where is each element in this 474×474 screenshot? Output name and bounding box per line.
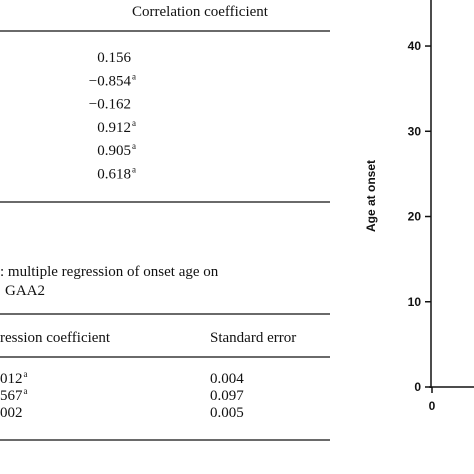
y-tick-label: 20 [408, 210, 422, 224]
cell: 0.097 [210, 388, 244, 404]
y-axis-label: Age at onset [364, 160, 378, 232]
y-tick-label: 10 [408, 295, 422, 309]
cell: 0.005 [210, 405, 244, 421]
caption: : multiple regression of onset age on [0, 264, 219, 280]
cell: 0.912 [97, 120, 131, 136]
cell: −0.854 [89, 73, 132, 89]
cell: 0.004 [210, 371, 244, 387]
column-header: ression coefficient [0, 330, 111, 346]
x-tick-label: 0 [429, 399, 436, 413]
cell: 002 [0, 405, 23, 421]
footnote-mark: a [24, 386, 28, 396]
y-tick-label: 0 [414, 380, 421, 394]
y-tick-label: 30 [408, 124, 422, 138]
cell: 0.618 [97, 167, 131, 183]
column-header: Correlation coefficient [132, 4, 269, 20]
cell: 0.905 [97, 143, 131, 159]
footnote-mark: a [132, 165, 136, 175]
column-header: Standard error [210, 330, 296, 346]
cell: 0.156 [97, 50, 131, 66]
footnote-mark: a [132, 118, 136, 128]
cell: −0.162 [89, 97, 131, 113]
footnote-mark: a [132, 71, 136, 81]
footnote-mark: a [24, 369, 28, 379]
cell: 012 [0, 371, 23, 387]
caption: GAA2 [5, 283, 45, 299]
y-tick-label: 40 [408, 39, 422, 53]
footnote-mark: a [132, 141, 136, 151]
cell: 567 [0, 388, 23, 404]
